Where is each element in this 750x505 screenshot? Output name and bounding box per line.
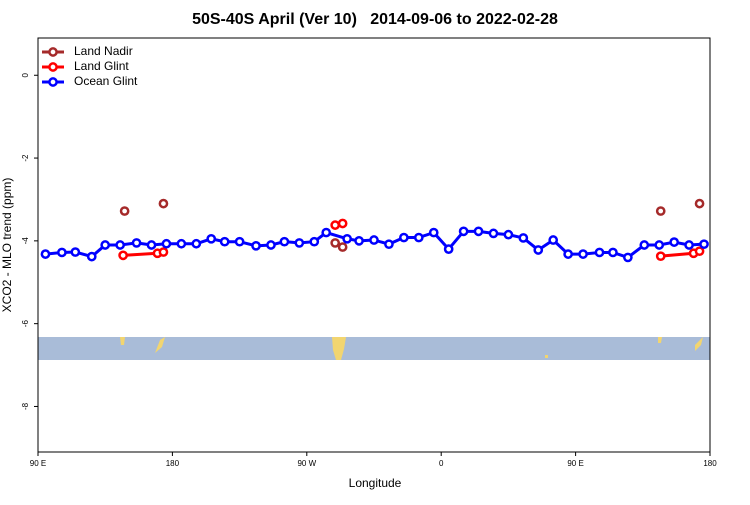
x-tick-label: 180: [166, 459, 180, 468]
point: [608, 247, 618, 258]
point: [369, 235, 379, 245]
point: [413, 232, 424, 243]
point: [119, 206, 130, 216]
point: [669, 237, 680, 247]
point: [342, 233, 352, 244]
y-tick-label: -2: [21, 154, 30, 162]
point: [488, 228, 499, 239]
point: [86, 251, 97, 262]
point: [191, 238, 202, 249]
x-tick-label: 90 E: [567, 459, 583, 468]
map-strip: [38, 337, 710, 360]
x-tick-label: 180: [703, 459, 717, 468]
plot-frame: [37, 37, 711, 453]
point: [330, 238, 341, 248]
chart-title: 50S-40S April (Ver 10) 2014-09-06 to 202…: [192, 11, 558, 28]
point: [158, 198, 169, 209]
point: [684, 240, 694, 250]
point: [694, 246, 705, 257]
point: [251, 240, 261, 251]
point: [399, 232, 409, 243]
point: [330, 220, 341, 230]
point: [639, 240, 650, 250]
x-tick-label: 90 W: [297, 459, 316, 468]
point: [321, 227, 332, 238]
series: [118, 218, 705, 262]
point: [354, 236, 364, 246]
y-tick-label: -6: [21, 320, 30, 328]
point: [40, 249, 51, 259]
legend-label: Ocean Glint: [74, 74, 138, 88]
point: [533, 245, 544, 255]
point: [563, 249, 573, 259]
point: [428, 227, 439, 238]
point: [115, 240, 125, 250]
point: [654, 240, 665, 250]
y-axis-title: XCO2 - MLO trend (ppm): [0, 178, 14, 313]
legend-label: Land Glint: [74, 59, 129, 73]
point: [458, 226, 469, 237]
point: [548, 235, 559, 245]
point: [384, 239, 394, 250]
point: [158, 247, 169, 257]
point: [118, 250, 128, 261]
point: [279, 236, 290, 247]
point: [219, 236, 230, 247]
point: [161, 238, 172, 249]
point: [655, 251, 666, 262]
point: [100, 240, 111, 250]
point: [655, 206, 666, 216]
point: [473, 226, 484, 237]
point: [694, 198, 705, 209]
y-tick-label: 0: [21, 72, 30, 77]
point: [57, 247, 67, 258]
point: [266, 240, 276, 250]
point: [309, 236, 320, 247]
legend-marker: [48, 62, 58, 72]
point: [503, 229, 514, 240]
y-tick-label: -8: [21, 402, 30, 410]
point: [176, 238, 187, 249]
point: [234, 236, 245, 247]
point: [623, 252, 633, 263]
legend-label: Land Nadir: [74, 44, 133, 58]
point: [443, 244, 454, 254]
point: [699, 239, 709, 250]
legend-marker: [48, 77, 58, 87]
point: [337, 218, 348, 229]
x-tick-label: 90 E: [30, 459, 46, 468]
x-tick-label: 0: [439, 459, 444, 468]
point: [518, 233, 529, 243]
series: [40, 226, 709, 263]
point: [294, 238, 305, 248]
point: [578, 249, 588, 259]
legend-marker: [48, 47, 58, 57]
point: [131, 238, 142, 248]
point: [206, 233, 217, 244]
point: [594, 247, 605, 258]
ocean-band: [38, 337, 710, 360]
y-tick-label: -4: [21, 237, 30, 245]
point: [146, 240, 157, 250]
point: [337, 242, 348, 252]
series: [119, 198, 705, 252]
point: [70, 247, 81, 257]
x-axis-title: Longitude: [349, 476, 402, 490]
